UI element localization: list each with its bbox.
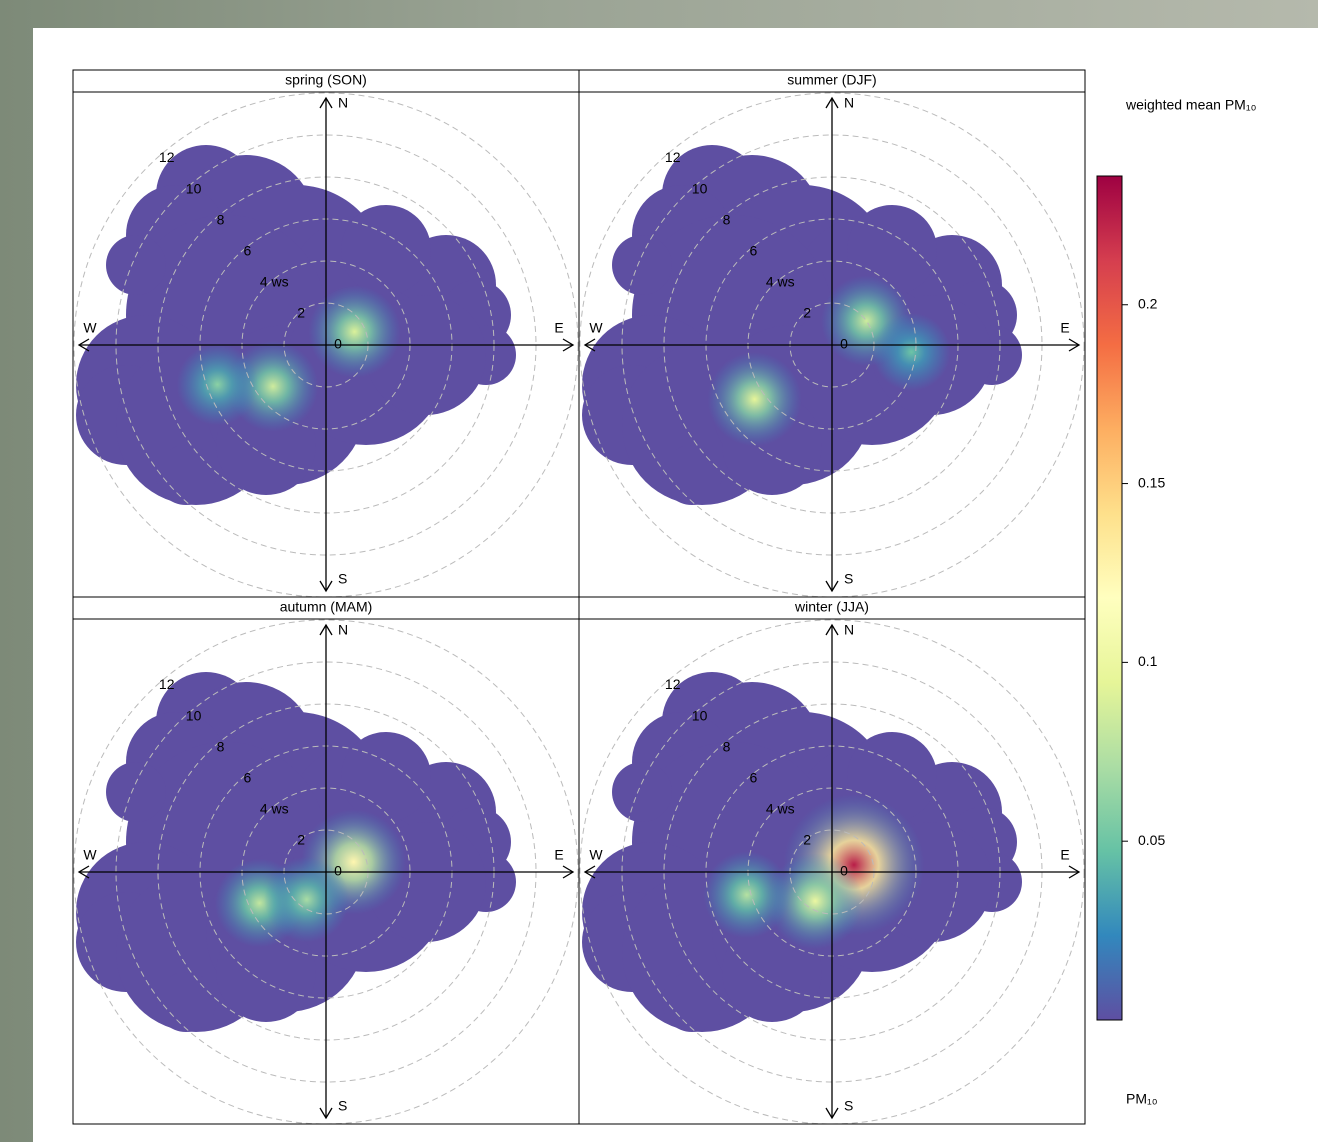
colorbar-tick-label: 0.05 [1138,832,1165,848]
colorbar-tick-label: 0.15 [1138,474,1165,490]
r-tick-label: 6 [749,242,757,258]
direction-label: N [338,622,348,638]
direction-label: S [338,1098,347,1114]
panel-title: autumn (MAM) [280,599,373,615]
r-tick-label: 10 [692,707,708,723]
panel-title: winter (JJA) [794,599,869,615]
panel-title: summer (DJF) [787,72,876,88]
r-tick-label: 12 [159,149,175,165]
direction-label: S [844,1098,853,1114]
direction-label: S [338,571,347,587]
direction-label: W [83,320,97,336]
hotspot [703,851,790,938]
r-tick-label: 0 [334,336,342,352]
r-tick-label: 12 [665,149,681,165]
direction-label: W [83,847,97,863]
direction-label: N [844,622,854,638]
r-tick-label: 2 [803,305,811,321]
direction-label: E [1060,847,1069,863]
direction-label: E [554,847,563,863]
r-tick-label: 10 [692,180,708,196]
colorbar-tick-label: 0.2 [1138,295,1158,311]
hotspot [177,344,259,426]
r-tick-label: 10 [186,180,202,196]
r-tick-label: 0 [840,336,848,352]
direction-label: W [589,320,603,336]
legend-title: weighted mean PM₁₀ [1125,97,1257,113]
r-tick-label: 12 [159,676,175,692]
direction-label: S [844,571,853,587]
r-tick-label: 4 ws [260,801,289,817]
r-tick-label: 6 [243,242,251,258]
r-tick-label: 12 [665,676,681,692]
r-tick-label: 6 [243,769,251,785]
chart: weighted mean PM₁₀ PM₁₀ 0 2 4 ws 6 8 10 12 N E S W… [0,0,1318,1142]
colorbar [1097,176,1122,1020]
r-tick-label: 4 ws [766,274,795,290]
r-tick-label: 0 [840,863,848,879]
direction-label: W [589,847,603,863]
r-tick-label: 2 [803,832,811,848]
r-tick-label: 2 [297,305,305,321]
colorbar-tick-label: 0.1 [1138,653,1158,669]
direction-label: N [338,95,348,111]
r-tick-label: 8 [723,738,731,754]
colorbar-label: PM₁₀ [1126,1091,1158,1107]
r-tick-label: 4 ws [766,801,795,817]
direction-label: E [554,320,563,336]
page: {"chart_data": { "type": "polar", "panel… [0,0,1318,1142]
r-tick-label: 8 [723,211,731,227]
r-tick-label: 8 [217,211,225,227]
r-tick-label: 8 [217,738,225,754]
hotspot [308,285,400,377]
hotspot [872,313,950,391]
r-tick-label: 2 [297,832,305,848]
r-tick-label: 10 [186,707,202,723]
r-tick-label: 0 [334,863,342,879]
direction-label: E [1060,320,1069,336]
r-tick-label: 4 ws [260,274,289,290]
r-tick-label: 6 [749,769,757,785]
panel-title: spring (SON) [285,72,367,88]
direction-label: N [844,95,854,111]
hotspot [707,352,801,446]
